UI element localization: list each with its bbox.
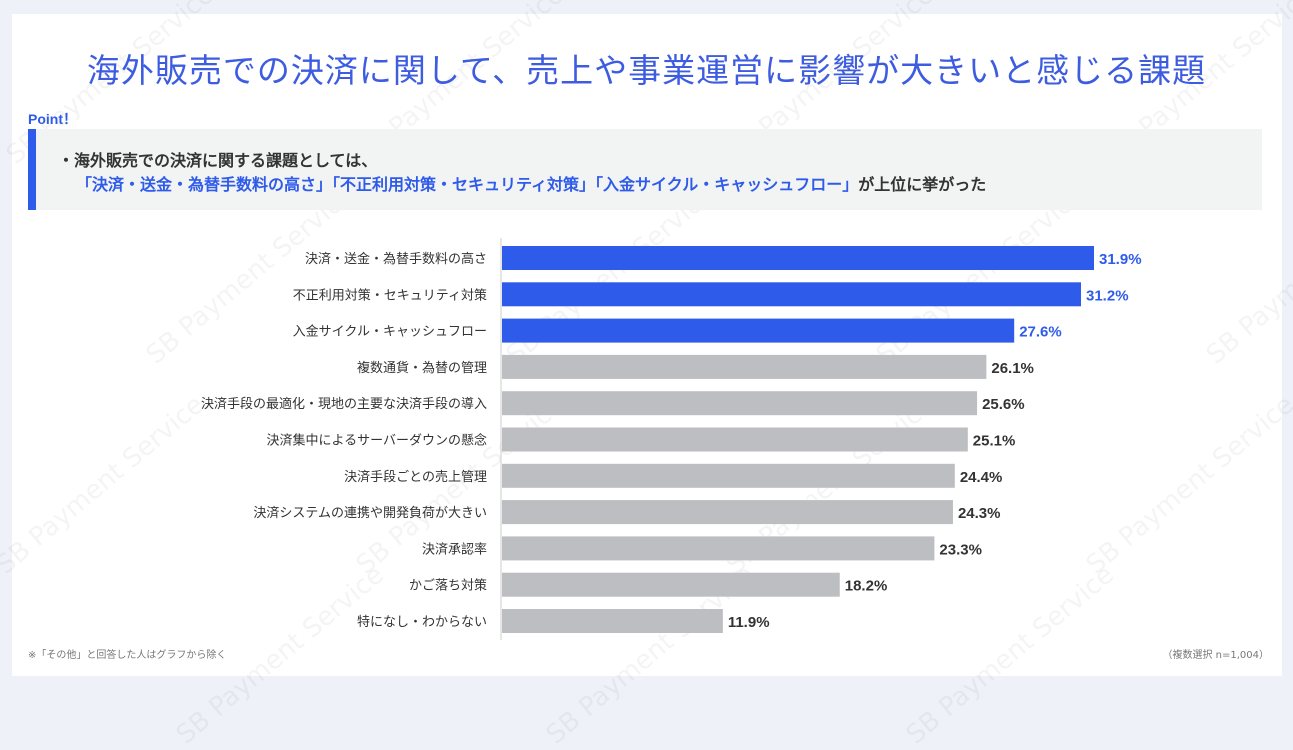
bar xyxy=(502,609,723,633)
category-label: 決済集中によるサーバーダウンの懸念 xyxy=(267,433,487,449)
category-label: 決済システムの連携や開発負荷が大きい xyxy=(253,505,487,521)
page-title: 海外販売での決済に関して、売上や事業運営に影響が大きいと感じる課題 xyxy=(86,51,1207,90)
point-line-1: ・海外販売での決済に関する課題としては、 xyxy=(58,151,378,170)
category-label: 決済・送金・為替手数料の高さ xyxy=(305,251,487,267)
bar xyxy=(502,391,978,416)
data-label: 25.1% xyxy=(973,433,1016,450)
footnote-right: （複数選択 n=1,004） xyxy=(1162,650,1269,661)
category-label: かご落ち対策 xyxy=(409,578,487,594)
category-label: 特になし・わからない xyxy=(357,615,487,630)
bar xyxy=(502,318,1015,343)
bar xyxy=(502,500,953,525)
data-label: 25.6% xyxy=(982,396,1025,413)
data-label: 24.3% xyxy=(958,505,1001,522)
point-label: Point！ xyxy=(28,111,77,127)
bar xyxy=(502,536,935,561)
category-label: 決済手段の最適化・現地の主要な決済手段の導入 xyxy=(201,396,487,412)
category-label: 決済承認率 xyxy=(422,541,487,557)
point-line-2: 「決済・送金・為替手数料の高さ」「不正利用対策・セキュリティ対策」「入金サイクル… xyxy=(76,171,986,195)
data-label: 31.9% xyxy=(1099,251,1142,268)
point-highlight: 「決済・送金・為替手数料の高さ」「不正利用対策・セキュリティ対策」「入金サイクル… xyxy=(76,175,859,194)
bar-chart: 決済・送金・為替手数料の高さ 31.9% 不正利用対策・セキュリティ対策 31.2% 入… xyxy=(201,238,1142,640)
data-label: 11.9% xyxy=(728,614,770,631)
point-rest: が上位に挙がった xyxy=(858,175,987,194)
bar xyxy=(502,354,987,379)
category-label: 不正利用対策・セキュリティ対策 xyxy=(293,287,487,303)
data-label: 18.2% xyxy=(845,578,888,595)
data-label: 23.3% xyxy=(939,541,982,558)
data-label: 26.1% xyxy=(991,360,1034,377)
data-label: 24.4% xyxy=(960,469,1003,486)
card xyxy=(12,14,1282,676)
category-label: 複数通貨・為替の管理 xyxy=(357,360,487,376)
bar xyxy=(502,427,968,452)
category-label: 入金サイクル・キャッシュフロー xyxy=(293,324,487,340)
bar xyxy=(502,572,840,597)
data-label: 31.2% xyxy=(1086,287,1129,304)
bar xyxy=(502,246,1094,270)
point-box: ・海外販売での決済に関する課題としては、 「決済・送金・為替手数料の高さ」「不正… xyxy=(28,129,1262,210)
category-label: 決済手段ごとの売上管理 xyxy=(344,469,487,485)
bar xyxy=(502,463,955,488)
footnote-left: ※「その他」と回答した人はグラフから除く xyxy=(28,650,227,661)
data-label: 27.6% xyxy=(1019,324,1062,341)
bar xyxy=(502,282,1082,307)
